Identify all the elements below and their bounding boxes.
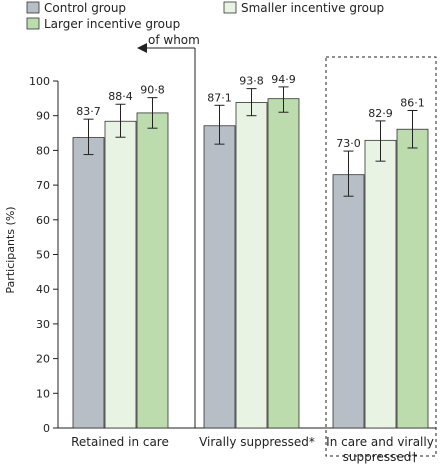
y-tick-label: 0	[43, 422, 50, 435]
bars: 83·7 87·1 73·0 88·4 93·8 82·9 90·8 94·9 86·1	[72, 73, 429, 429]
data-label: 87·1	[207, 91, 232, 104]
y-tick-label: 20	[36, 353, 50, 366]
bar	[396, 128, 429, 429]
x-category-label: Virally suppressed*	[199, 435, 315, 449]
data-label: 86·1	[400, 96, 425, 109]
legend-swatch	[26, 17, 40, 30]
data-label: 73·0	[336, 137, 361, 150]
y-tick-label: 90	[36, 110, 50, 123]
bar	[235, 102, 268, 429]
bar	[364, 139, 397, 429]
legend: Control group Smaller incentive group Larg…	[26, 1, 384, 31]
data-label: 88·4	[108, 90, 133, 103]
bar	[332, 174, 365, 429]
x-category-label: Retained in care	[71, 435, 169, 449]
y-tick-label: 100	[29, 75, 50, 88]
y-axis-label: Participants (%)	[4, 206, 17, 293]
y-tick-label: 30	[36, 318, 50, 331]
legend-swatch	[223, 1, 237, 14]
data-label: 90·8	[140, 84, 165, 97]
y-tick-label: 80	[36, 144, 50, 157]
legend-swatch	[26, 1, 40, 14]
bar	[104, 120, 137, 429]
x-category-label: In care and virally	[326, 435, 434, 449]
y-tick-label: 70	[36, 179, 50, 192]
y-tick-label: 50	[36, 249, 50, 262]
x-axis-labels: Retained in care Virally suppressed* In ca…	[71, 435, 434, 464]
annotation-text: of whom	[148, 33, 200, 47]
highlight-box	[325, 56, 437, 457]
legend-label: Control group	[44, 1, 126, 15]
bar	[72, 137, 105, 429]
x-category-label: suppressed†	[343, 450, 418, 464]
bar	[136, 112, 169, 429]
y-tick-label: 40	[36, 283, 50, 296]
legend-label: Larger incentive group	[44, 17, 180, 31]
data-label: 83·7	[76, 105, 101, 118]
legend-label: Smaller incentive group	[241, 1, 384, 15]
data-label: 82·9	[368, 107, 393, 120]
y-tick-label: 60	[36, 214, 50, 227]
bar	[267, 98, 300, 429]
data-label: 93·8	[239, 75, 264, 88]
y-tick-label: 10	[36, 387, 50, 400]
bar	[203, 125, 236, 429]
data-label: 94·9	[271, 73, 296, 86]
arrow-head	[137, 43, 147, 53]
annotation: of whom	[137, 33, 437, 457]
